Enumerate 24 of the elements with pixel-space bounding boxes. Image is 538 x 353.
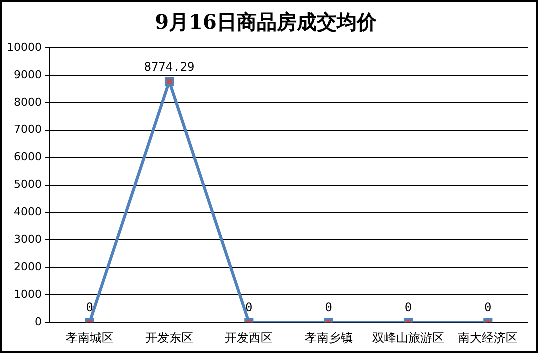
data-label: 0	[246, 300, 253, 315]
y-tick-label: 5000	[14, 178, 42, 192]
x-tick-label: 双峰山旅游区	[372, 330, 444, 345]
y-tick-label: 1000	[14, 288, 42, 301]
data-label: 0	[86, 300, 94, 315]
y-tick-label: 10000	[6, 40, 42, 54]
y-tick-label: 0	[34, 315, 42, 328]
x-tick-label: 开发东区	[145, 330, 194, 345]
x-tick-label: 孝南城区	[66, 330, 114, 345]
y-tick-label: 2000	[14, 260, 42, 274]
data-label: 0	[404, 300, 412, 315]
data-label: 0	[325, 300, 332, 315]
y-tick-label: 7000	[14, 123, 42, 136]
x-tick-label: 孝南乡镇	[304, 330, 353, 345]
chart-title: 9月16日商品房成交均价	[155, 10, 378, 34]
data-label: 0	[484, 300, 492, 315]
y-tick-label: 6000	[14, 150, 42, 164]
x-tick-label: 南大经济区	[458, 330, 518, 345]
y-tick-label: 3000	[14, 233, 42, 246]
y-tick-label: 8000	[14, 96, 42, 109]
y-tick-label: 9000	[14, 68, 42, 82]
y-tick-label: 4000	[14, 206, 42, 219]
data-label: 8774.29	[144, 60, 195, 74]
x-tick-label: 开发西区	[225, 330, 274, 345]
